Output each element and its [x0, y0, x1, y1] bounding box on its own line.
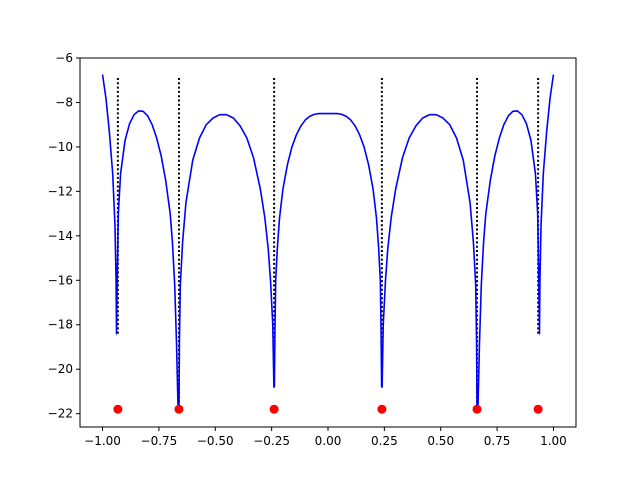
x-tick-label: −0.25 [253, 434, 290, 448]
y-tick-label: −16 [48, 273, 73, 287]
red-point-marker [377, 404, 387, 414]
x-tick-label: 0.25 [371, 434, 398, 448]
blue-curve-line [101, 74, 555, 411]
y-tick-label: −6 [55, 51, 73, 65]
x-tick-label: −0.75 [141, 434, 178, 448]
x-tick-label: 1.00 [540, 434, 567, 448]
plot-area [101, 74, 555, 414]
y-tick-label: −8 [55, 95, 73, 109]
red-point-marker [472, 404, 482, 414]
x-tick-label: 0.50 [427, 434, 454, 448]
red-point-marker [174, 404, 184, 414]
red-point-marker [113, 404, 123, 414]
red-point-marker [269, 404, 279, 414]
y-tick-label: −14 [48, 229, 73, 243]
y-tick-label: −10 [48, 140, 73, 154]
y-tick-label: −20 [48, 362, 73, 376]
x-tick-label: −0.50 [197, 434, 234, 448]
axis-ticks: −1.00 −0.75 −0.50 −0.25 0.00 0.25 0.50 0.75 1.00… [48, 51, 567, 448]
y-tick-label: −12 [48, 184, 73, 198]
axes-frame [79, 57, 577, 428]
x-tick-label: −1.00 [84, 434, 121, 448]
x-tick-label: 0.75 [484, 434, 511, 448]
red-point-marker [533, 404, 543, 414]
y-tick-label: −18 [48, 318, 73, 332]
x-tick-label: 0.00 [315, 434, 342, 448]
y-tick-label: −22 [48, 407, 73, 421]
